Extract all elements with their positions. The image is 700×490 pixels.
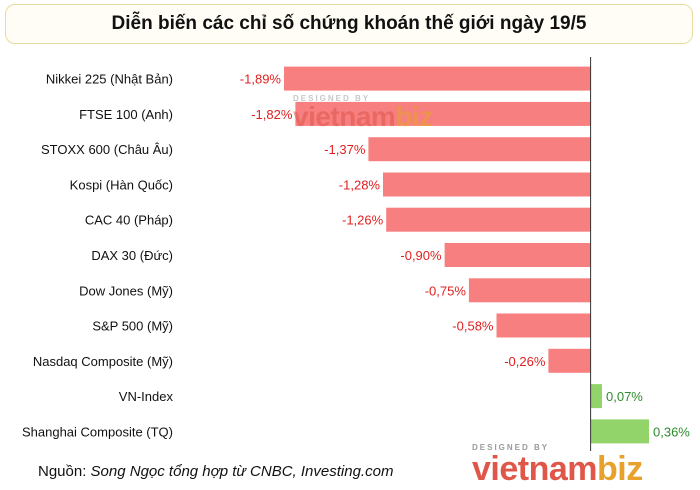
category-label: Shanghai Composite (TQ): [22, 424, 173, 439]
bar: [284, 66, 591, 91]
data-label: -0,26%: [504, 354, 546, 369]
category-label: Kospi (Hàn Quốc): [70, 178, 173, 193]
source-text: Song Ngọc tổng hợp từ CNBC, Investing.co…: [90, 463, 394, 480]
bar: [444, 243, 591, 267]
category-label: CAC 40 (Pháp): [85, 213, 173, 228]
chart-title: Diễn biến các chỉ số chứng khoán thế giớ…: [111, 13, 587, 34]
category-label: S&P 500 (Mỹ): [92, 319, 173, 334]
bar: [590, 384, 602, 409]
bar: [590, 419, 649, 444]
category-label: STOXX 600 (Châu Âu): [41, 142, 173, 157]
source-prefix: Nguồn:: [38, 463, 91, 480]
source-note: Nguồn: Song Ngọc tổng hợp từ CNBC, Inves…: [38, 463, 393, 480]
category-label: VN-Index: [119, 389, 174, 404]
data-label: -1,28%: [339, 178, 381, 193]
bar: [383, 172, 591, 197]
bar: [496, 313, 591, 338]
data-label: 0,07%: [606, 389, 643, 404]
data-label: -1,82%: [251, 107, 293, 122]
category-label: DAX 30 (Đức): [91, 248, 173, 263]
data-label: -1,26%: [342, 213, 384, 228]
bar: [295, 101, 591, 126]
data-label: -0,58%: [452, 319, 494, 334]
category-label: Nasdaq Composite (Mỹ): [33, 354, 173, 369]
data-label: 0,36%: [653, 424, 690, 439]
category-label: FTSE 100 (Anh): [79, 107, 173, 122]
data-label: -0,90%: [400, 248, 442, 263]
data-label: -1,37%: [324, 142, 366, 157]
category-label: Nikkei 225 (Nhật Bản): [46, 72, 173, 87]
bar: [468, 278, 591, 303]
bar: [368, 137, 591, 162]
data-label: -0,75%: [425, 283, 467, 298]
bar: [548, 348, 591, 373]
chart-title-box: Diễn biến các chỉ số chứng khoán thế giớ…: [5, 4, 693, 44]
category-label: Dow Jones (Mỹ): [79, 283, 173, 298]
data-label: -1,89%: [240, 72, 282, 87]
bar: [386, 207, 591, 232]
